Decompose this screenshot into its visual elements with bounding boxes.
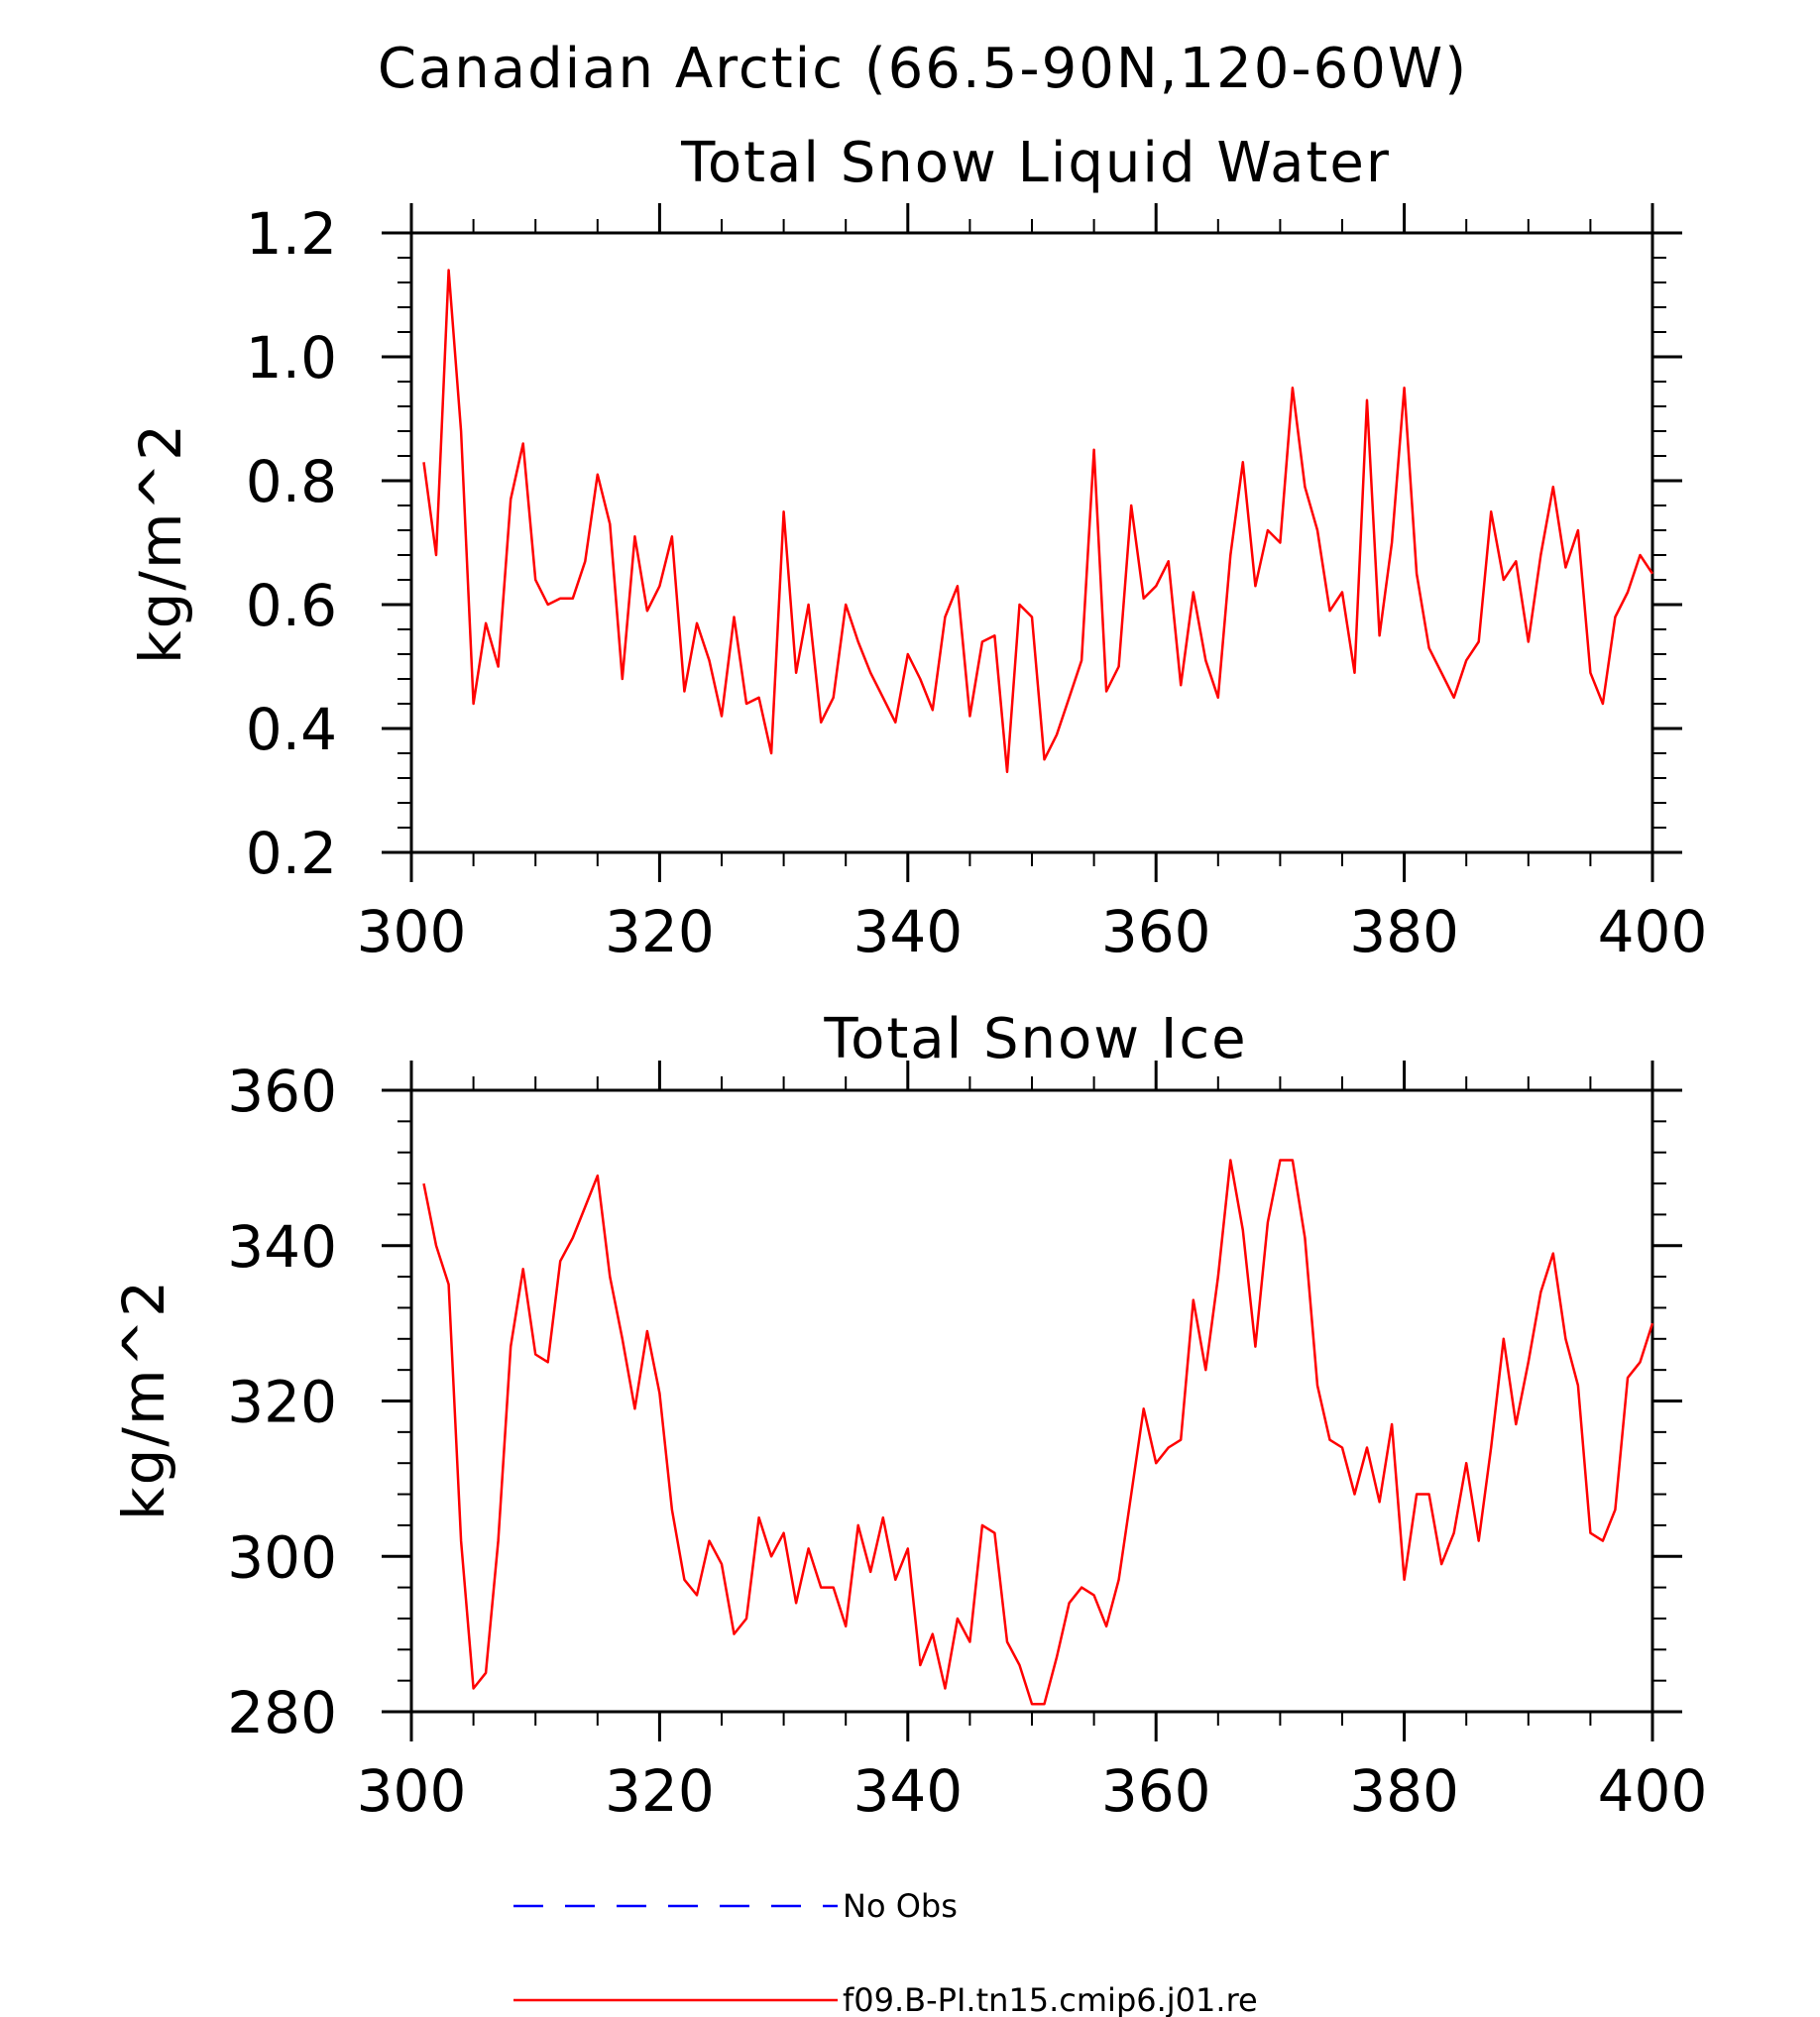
x-tick-label: 380: [1349, 898, 1459, 965]
chart-title-snow-ice: Total Snow Ice: [823, 1007, 1247, 1071]
y-tick-label: 280: [227, 1679, 337, 1746]
y-tick-label: 320: [227, 1369, 337, 1436]
x-tick-label: 340: [853, 1757, 963, 1825]
x-tick-label: 400: [1598, 1757, 1708, 1825]
y-tick-label: 0.2: [246, 820, 337, 887]
y-tick-label: 1.2: [246, 200, 337, 268]
x-tick-label: 360: [1101, 1757, 1211, 1825]
y-tick-label: 1.0: [246, 324, 337, 392]
x-tick-label: 320: [605, 898, 715, 965]
region-title: Canadian Arctic (66.5-90N,120-60W): [378, 37, 1468, 101]
y-tick-label: 360: [227, 1058, 337, 1125]
x-tick-label: 300: [357, 898, 467, 965]
x-tick-label: 340: [853, 898, 963, 965]
x-tick-label: 380: [1349, 1757, 1459, 1825]
series-line: [422, 1159, 1654, 1706]
y-axis-label-liquid-water: kg/m^2: [127, 422, 194, 664]
x-tick-label: 360: [1101, 898, 1211, 965]
y-tick-label: 0.4: [246, 696, 337, 763]
legend-label-model-run: f09.B-PI.tn15.cmip6.j01.re: [843, 1981, 1258, 2017]
legend: No Obs f09.B-PI.tn15.cmip6.j01.re: [513, 1887, 1258, 2017]
y-tick-label: 0.6: [246, 572, 337, 639]
x-tick-label: 300: [357, 1757, 467, 1825]
y-tick-label: 300: [227, 1523, 337, 1591]
y-tick-label: 340: [227, 1213, 337, 1281]
panel-snow-ice: Total Snow Ice kg/m^2 300 320 340 360 380 400…: [110, 1007, 1707, 1825]
legend-label-no-obs: No Obs: [843, 1887, 958, 1925]
series-line: [422, 269, 1654, 774]
plot-frame: [409, 231, 1654, 854]
y-tick-label: 0.8: [246, 448, 337, 515]
x-tick-label: 400: [1598, 898, 1708, 965]
y-axis-label-snow-ice: kg/m^2: [110, 1279, 177, 1520]
x-tick-label: 320: [605, 1757, 715, 1825]
chart-title-liquid-water: Total Snow Liquid Water: [680, 131, 1391, 195]
panel-snow-liquid-water: Total Snow Liquid Water kg/m^2 300 320 340…: [127, 131, 1707, 965]
